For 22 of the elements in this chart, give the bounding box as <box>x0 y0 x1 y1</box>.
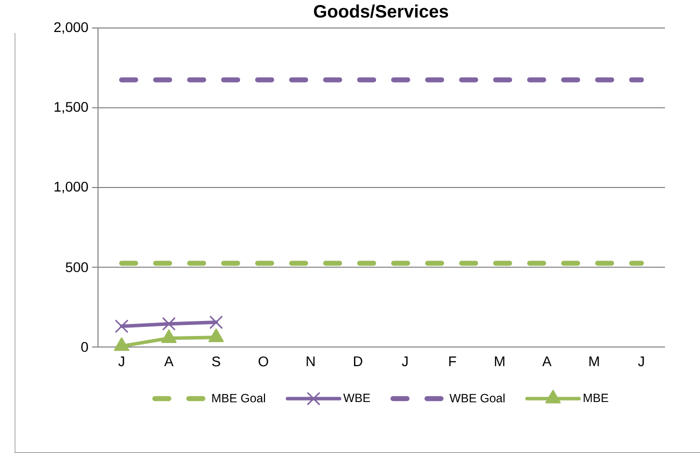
x-tick-label: J <box>638 356 644 366</box>
x-tick-label: S <box>212 356 220 366</box>
x-tick-label: O <box>258 356 268 366</box>
x-tick-label: F <box>449 356 456 366</box>
x-tick-label: J <box>118 356 124 366</box>
legend-label: MBE Goal <box>212 394 265 402</box>
y-tick-label: 1,000 <box>54 182 88 194</box>
x-tick-label: N <box>306 356 315 366</box>
x-tick-label: A <box>164 356 174 366</box>
x-tick-label: J <box>402 356 408 366</box>
legend-label: WBE Goal <box>450 394 504 402</box>
y-tick-label: 1,500 <box>54 102 88 114</box>
x-tick-label: M <box>494 356 504 366</box>
x-tick-label: D <box>354 356 362 366</box>
y-tick-label: 500 <box>66 262 88 272</box>
chart-title: Goods/Services <box>314 4 448 18</box>
x-tick-label: M <box>589 356 599 366</box>
y-tick-label: 0 <box>81 342 88 352</box>
legend-label: WBE <box>343 394 370 402</box>
legend-label: MBE <box>584 394 608 402</box>
x-tick-label: A <box>542 356 552 366</box>
y-tick-label: 2,000 <box>54 22 88 34</box>
